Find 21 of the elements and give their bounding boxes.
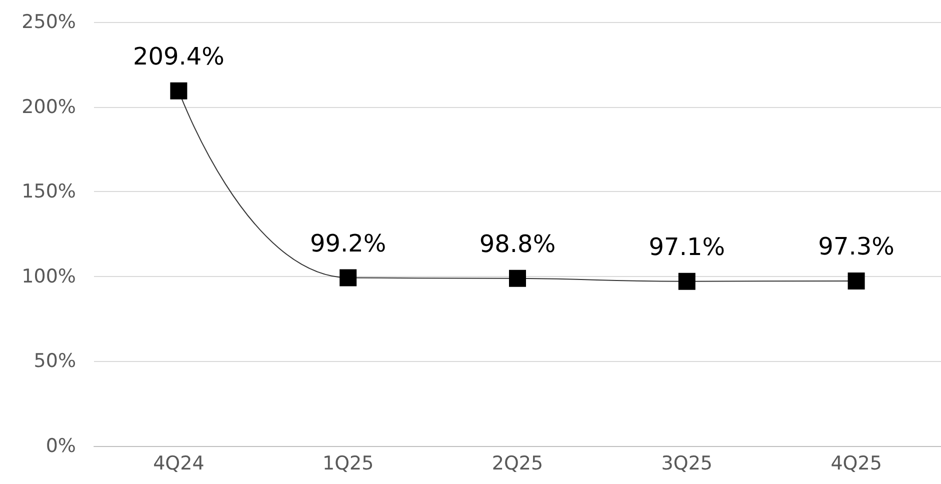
x-tick-label: 2Q25: [492, 452, 544, 474]
text: 97.1%: [648, 232, 726, 261]
point: [678, 272, 696, 290]
text: 99.2%: [310, 229, 386, 258]
point: [340, 269, 357, 286]
point: [170, 82, 188, 100]
y-tick-label: 100%: [22, 265, 76, 288]
text: 209.4%: [132, 42, 224, 70]
x-tick-label: 1Q25: [322, 452, 374, 474]
point: [509, 270, 526, 287]
y-tick-label: 50%: [34, 350, 76, 372]
text: 98.8%: [479, 230, 556, 258]
x-tick-label: 3Q25: [661, 452, 713, 474]
text: 97.3%: [818, 232, 894, 260]
y-tick-label: 200%: [22, 96, 76, 118]
x-tick-label: 4Q24: [153, 452, 204, 474]
x-tick-label: 4Q25: [830, 452, 882, 474]
y-tick-label: 0%: [46, 435, 76, 457]
y-tick-label: 150%: [22, 180, 76, 203]
y-tick-label: 250%: [22, 11, 76, 33]
point: [848, 272, 865, 290]
